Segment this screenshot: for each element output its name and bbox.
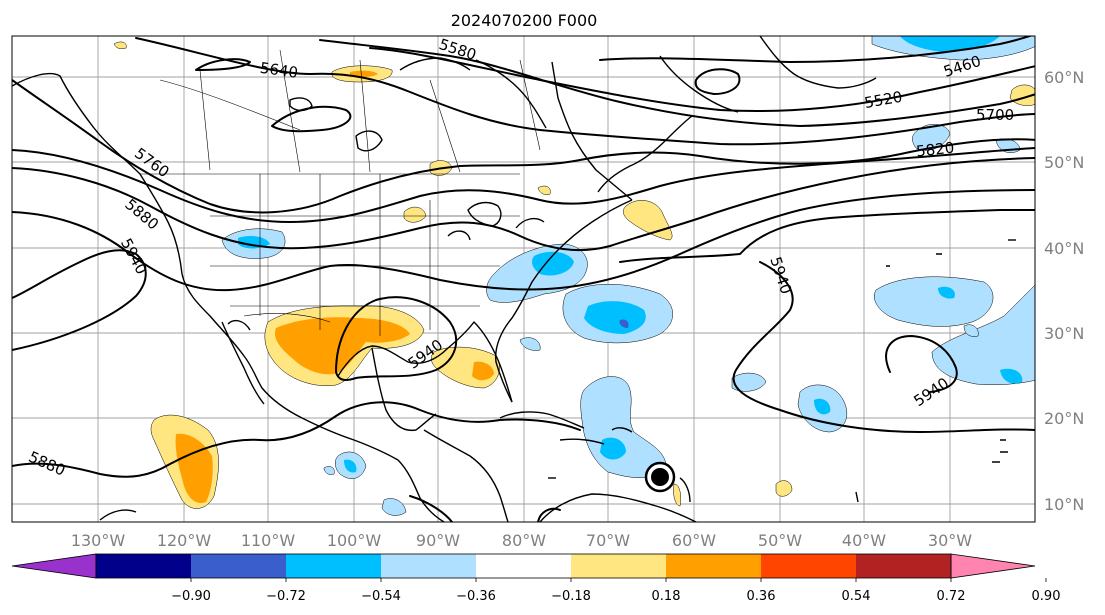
latitude-tick-label: 20°N xyxy=(1044,409,1084,428)
negative-anomaly-central-atlantic xyxy=(874,276,994,327)
positive-anomaly-baja-core xyxy=(175,433,213,504)
negative-anomaly-atlantic-coast-core xyxy=(532,251,574,276)
contour-5880 xyxy=(12,189,1035,292)
colorbar-tick-label: 0.72 xyxy=(937,589,966,604)
colorbar-tick-label: 0.54 xyxy=(842,589,871,604)
latitude-tick-labels: 60°N 50°N 40°N 30°N 20°N 10°N xyxy=(1044,68,1084,514)
colorbar-segment xyxy=(191,554,286,578)
contour-5940-west xyxy=(12,249,147,351)
colorbar-tick-label: −0.18 xyxy=(551,589,591,604)
contour-5580 xyxy=(319,39,1035,127)
colorbar-segment xyxy=(381,554,476,578)
colorbar-segment xyxy=(476,554,571,578)
map-frame xyxy=(11,35,1036,523)
longitude-tick-label: 80°W xyxy=(502,531,546,550)
longitude-tick-label: 40°W xyxy=(842,531,886,550)
longitude-tick-label: 120°W xyxy=(157,531,212,550)
longitude-tick-labels: 130°W 120°W 110°W 100°W 90°W 80°W 70°W 60°W 50°W… xyxy=(71,531,972,550)
coastlines xyxy=(12,36,1016,522)
latitude-tick-label: 40°N xyxy=(1044,239,1084,258)
map-panel: 5640 5580 5460 5520 5700 5820 5760 5880 … xyxy=(11,35,1036,523)
latitude-tick-label: 50°N xyxy=(1044,153,1084,172)
contour-5520 xyxy=(369,47,1035,113)
colorbar-segment xyxy=(761,554,856,578)
contour-5460 xyxy=(599,36,1034,63)
colorbar-segment xyxy=(286,554,381,578)
colorbar-segment xyxy=(96,554,191,578)
longitude-tick-label: 70°W xyxy=(586,531,630,550)
colorbar-segment xyxy=(856,554,951,578)
contour-5940-atlantic xyxy=(619,209,1035,433)
colorbar-over-extension xyxy=(950,553,1036,579)
colorbar-segment xyxy=(666,554,761,578)
contour-label: 5640 xyxy=(259,59,299,82)
colorbar-tick-label: 0.18 xyxy=(652,589,681,604)
longitude-tick-label: 130°W xyxy=(71,531,126,550)
longitude-tick-label: 30°W xyxy=(928,531,972,550)
anomaly-shading xyxy=(113,36,1035,516)
contour-5820 xyxy=(12,157,1035,252)
colorbar-tick-label: 0.36 xyxy=(747,589,776,604)
colorbar-tick-labels: −0.90 −0.72 −0.54 −0.36 −0.18 0.18 0.36 0.54 0.7… xyxy=(171,578,1060,604)
longitude-tick-label: 60°W xyxy=(672,531,716,550)
latitude-tick-label: 30°N xyxy=(1044,324,1084,343)
contour-label: 5820 xyxy=(915,139,955,161)
contour-5880-caribbean xyxy=(409,495,561,522)
colorbar-segment xyxy=(571,554,666,578)
contour-5940-east xyxy=(885,335,958,393)
longitude-tick-label: 50°W xyxy=(758,531,802,550)
map-title: 2024070200 F000 xyxy=(451,11,598,30)
height-contours xyxy=(12,36,1035,522)
latitude-tick-label: 60°N xyxy=(1044,68,1084,87)
colorbar-under-extension xyxy=(11,553,97,579)
longitude-tick-label: 110°W xyxy=(241,531,296,550)
negative-anomaly-west-atlantic-core xyxy=(584,301,646,334)
contour-5640 xyxy=(135,37,1035,146)
colorbar-tick-label: −0.72 xyxy=(266,589,306,604)
longitude-tick-label: 90°W xyxy=(416,531,460,550)
latitude-tick-label: 10°N xyxy=(1044,495,1084,514)
contour-5940-central xyxy=(335,296,458,381)
colorbar-tick-label: −0.54 xyxy=(361,589,401,604)
colorbar-tick-label: −0.90 xyxy=(171,589,211,604)
colorbar: −0.90 −0.72 −0.54 −0.36 −0.18 0.18 0.36 0.54 0.7… xyxy=(11,553,1060,604)
colorbar-segments xyxy=(11,553,1036,579)
positive-anomaly-gulf-core xyxy=(472,361,494,381)
contour-5880-south xyxy=(12,401,581,478)
longitude-tick-label: 100°W xyxy=(327,531,382,550)
contour-5760 xyxy=(12,147,1035,223)
contour-label: 5700 xyxy=(976,106,1014,124)
colorbar-tick-label: 0.90 xyxy=(1032,589,1061,604)
colorbar-tick-label: −0.36 xyxy=(456,589,496,604)
positive-anomaly-southwest-core xyxy=(274,317,410,375)
tropical-cyclone-icon xyxy=(644,461,676,493)
